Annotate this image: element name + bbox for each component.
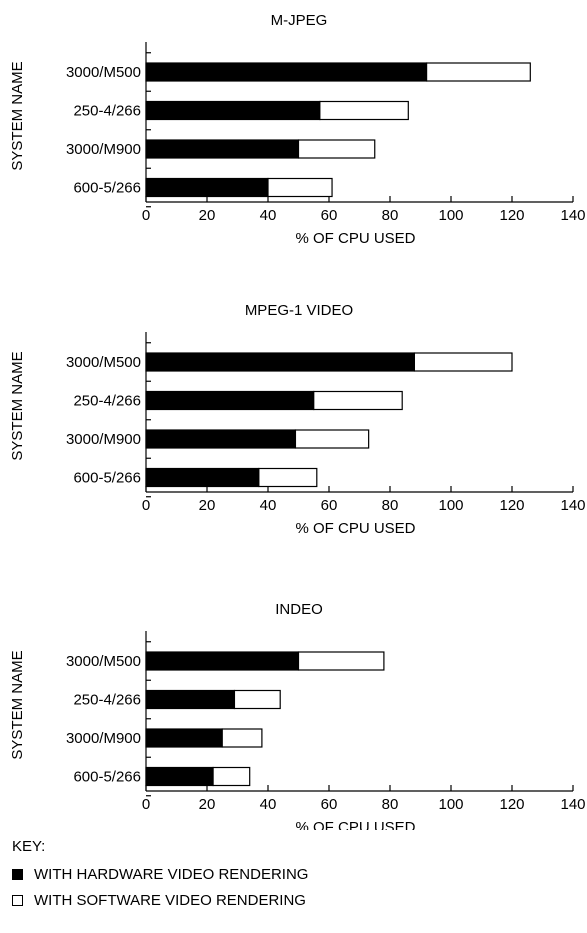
category-label: 250-4/266 [73, 692, 141, 709]
x-tick-label: 0 [142, 497, 150, 514]
x-tick-label: 20 [199, 796, 216, 813]
bar-hardware [145, 766, 214, 787]
y-axis-label: SYSTEM NAME [9, 351, 26, 460]
bar-hardware [145, 429, 297, 449]
bar-software [413, 352, 513, 372]
x-tick-label: 80 [382, 207, 399, 224]
chart-panel-1: M-JPEG 0 20 40 60 80 100 120 140 % OF CPU USED SYS… [9, 12, 586, 247]
category-label: 250-4/266 [73, 103, 141, 120]
bar-software [297, 651, 385, 671]
bar-hardware [145, 467, 260, 488]
bar-software [221, 728, 263, 748]
y-axis-label: SYSTEM NAME [9, 650, 26, 759]
x-tick-label: 140 [560, 207, 585, 224]
bar-hardware [145, 100, 321, 121]
bar-software [313, 390, 403, 411]
x-tick-label: 60 [321, 497, 338, 514]
x-tick-label: 100 [438, 497, 463, 514]
bar-software [319, 100, 409, 121]
x-tick-label: 100 [438, 207, 463, 224]
category-label: 3000/M500 [66, 653, 141, 670]
software-swatch-icon [12, 895, 23, 906]
bar-hardware [145, 139, 300, 159]
bar-hardware [145, 352, 415, 372]
chart-title: MPEG-1 VIDEO [245, 302, 353, 319]
bar-hardware [145, 651, 300, 671]
x-tick-label: 120 [499, 796, 524, 813]
key-label-software: WITH SOFTWARE VIDEO RENDERING [34, 892, 306, 909]
x-tick-label: 140 [560, 796, 585, 813]
chart-title: M-JPEG [271, 12, 328, 29]
category-label: 3000/M500 [66, 354, 141, 371]
x-tick-label: 100 [438, 796, 463, 813]
charts-svg: M-JPEG 0 20 40 60 80 100 120 140 % OF CPU USED SYS… [9, 12, 586, 830]
chart-title: INDEO [275, 601, 323, 618]
bar-software [258, 467, 318, 488]
x-tick-label: 40 [260, 796, 277, 813]
key-label-hardware: WITH HARDWARE VIDEO RENDERING [34, 866, 309, 883]
x-tick-label: 80 [382, 497, 399, 514]
x-tick-label: 80 [382, 796, 399, 813]
x-axis-label: % OF CPU USED [295, 230, 415, 247]
bar-hardware [145, 728, 223, 748]
category-label: 600-5/266 [73, 470, 141, 487]
x-tick-label: 0 [142, 796, 150, 813]
chart-panel-2: MPEG-1 VIDEO 0 20 40 60 80 100 120 140 % OF CPU U… [9, 302, 586, 537]
category-label: 600-5/266 [73, 180, 141, 197]
bar-software [297, 139, 376, 159]
category-label: 600-5/266 [73, 769, 141, 786]
category-label: 3000/M900 [66, 141, 141, 158]
category-label: 250-4/266 [73, 393, 141, 410]
y-axis-label: SYSTEM NAME [9, 61, 26, 170]
category-label: 3000/M900 [66, 431, 141, 448]
x-tick-label: 0 [142, 207, 150, 224]
category-label: 3000/M900 [66, 730, 141, 747]
x-tick-label: 20 [199, 207, 216, 224]
x-tick-label: 40 [260, 207, 277, 224]
bar-software [267, 177, 333, 198]
key-title: KEY: [12, 838, 46, 855]
key-row-hardware: WITH HARDWARE VIDEO RENDERING [12, 866, 308, 883]
bar-software [233, 689, 281, 710]
category-label: 3000/M500 [66, 64, 141, 81]
x-tick-label: 120 [499, 207, 524, 224]
x-axis-label: % OF CPU USED [295, 819, 415, 830]
chart-panel-3: INDEO 0 20 40 60 80 100 120 140 % OF CPU USED SYST… [9, 601, 586, 830]
key-row-software: WITH SOFTWARE VIDEO RENDERING [12, 892, 306, 909]
x-tick-label: 60 [321, 207, 338, 224]
bar-software [212, 766, 251, 787]
bar-software [294, 429, 370, 449]
x-tick-label: 20 [199, 497, 216, 514]
x-tick-label: 140 [560, 497, 585, 514]
hardware-swatch-icon [12, 869, 23, 880]
x-axis-label: % OF CPU USED [295, 520, 415, 537]
bar-hardware [145, 62, 428, 82]
bar-hardware [145, 390, 315, 411]
x-tick-label: 60 [321, 796, 338, 813]
bar-software [426, 62, 531, 82]
bar-hardware [145, 177, 269, 198]
x-tick-label: 40 [260, 497, 277, 514]
bar-hardware [145, 689, 236, 710]
x-tick-label: 120 [499, 497, 524, 514]
